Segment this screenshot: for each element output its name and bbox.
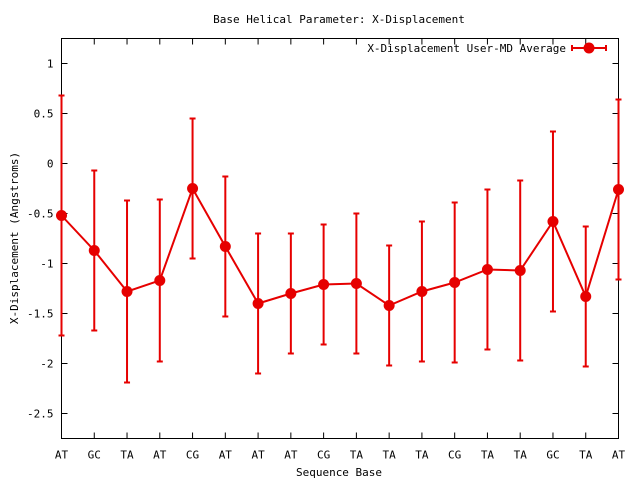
x-tick-label: CG [448, 449, 461, 462]
data-point [318, 279, 330, 290]
data-point [219, 241, 231, 252]
y-tick-label: -1 [40, 258, 53, 271]
x-axis-label: Sequence Base [296, 466, 382, 479]
data-point [121, 286, 133, 297]
x-tick-label: AT [153, 449, 167, 462]
series-layer [56, 94, 624, 384]
data-point [350, 278, 362, 289]
data-point [514, 265, 526, 276]
y-tick-label: -2.5 [27, 408, 54, 421]
x-tick-label: TA [383, 449, 397, 462]
x-tick-label: AT [284, 449, 298, 462]
y-tick-label: -2 [40, 358, 53, 371]
legend-label: X-Displacement User-MD Average [367, 42, 566, 55]
x-tick-label: AT [251, 449, 265, 462]
data-point [547, 216, 559, 227]
x-tick-label: TA [120, 449, 134, 462]
x-tick-label: AT [219, 449, 233, 462]
y-tick-label: 0.5 [34, 108, 54, 121]
data-point [613, 184, 624, 195]
data-point [88, 245, 100, 256]
x-tick-label: AT [612, 449, 626, 462]
data-point [56, 210, 67, 221]
plot-frame [61, 38, 619, 439]
data-point [416, 286, 428, 297]
x-tick-label: CG [186, 449, 199, 462]
y-tick-label: -0.5 [27, 208, 54, 221]
x-tick-label: TA [350, 449, 364, 462]
data-point [285, 288, 297, 299]
data-point [481, 264, 493, 275]
data-point [383, 300, 395, 311]
series-line [60, 186, 620, 307]
x-tick-label: TA [415, 449, 429, 462]
x-tick-label: GC [88, 449, 101, 462]
y-tick-label: 0 [47, 158, 54, 171]
chart-title: Base Helical Parameter: X-Displacement [213, 13, 465, 26]
data-point [252, 298, 264, 309]
y-tick-label: -1.5 [27, 308, 54, 321]
x-tick-label: TA [514, 449, 528, 462]
legend: X-Displacement User-MD Average [367, 42, 607, 55]
legend-marker [583, 42, 595, 54]
x-tick-label: CG [317, 449, 330, 462]
x-axis: AT GC TA AT CG AT AT AT CG TA TA TA CG TA TA GC TA AT [55, 38, 626, 462]
x-tick-label: GC [546, 449, 559, 462]
data-point [154, 275, 166, 286]
x-tick-label: TA [481, 449, 495, 462]
data-point [187, 183, 199, 194]
y-tick-label: 1 [47, 58, 54, 71]
data-point [449, 277, 461, 288]
data-point [580, 291, 592, 302]
x-tick-label: AT [55, 449, 69, 462]
y-axis-label: X-Displacement (Angstroms) [8, 152, 21, 324]
y-axis: -2.5 -2 -1.5 -1 -0.5 0 0.5 1 [27, 58, 619, 421]
x-tick-label: TA [579, 449, 593, 462]
